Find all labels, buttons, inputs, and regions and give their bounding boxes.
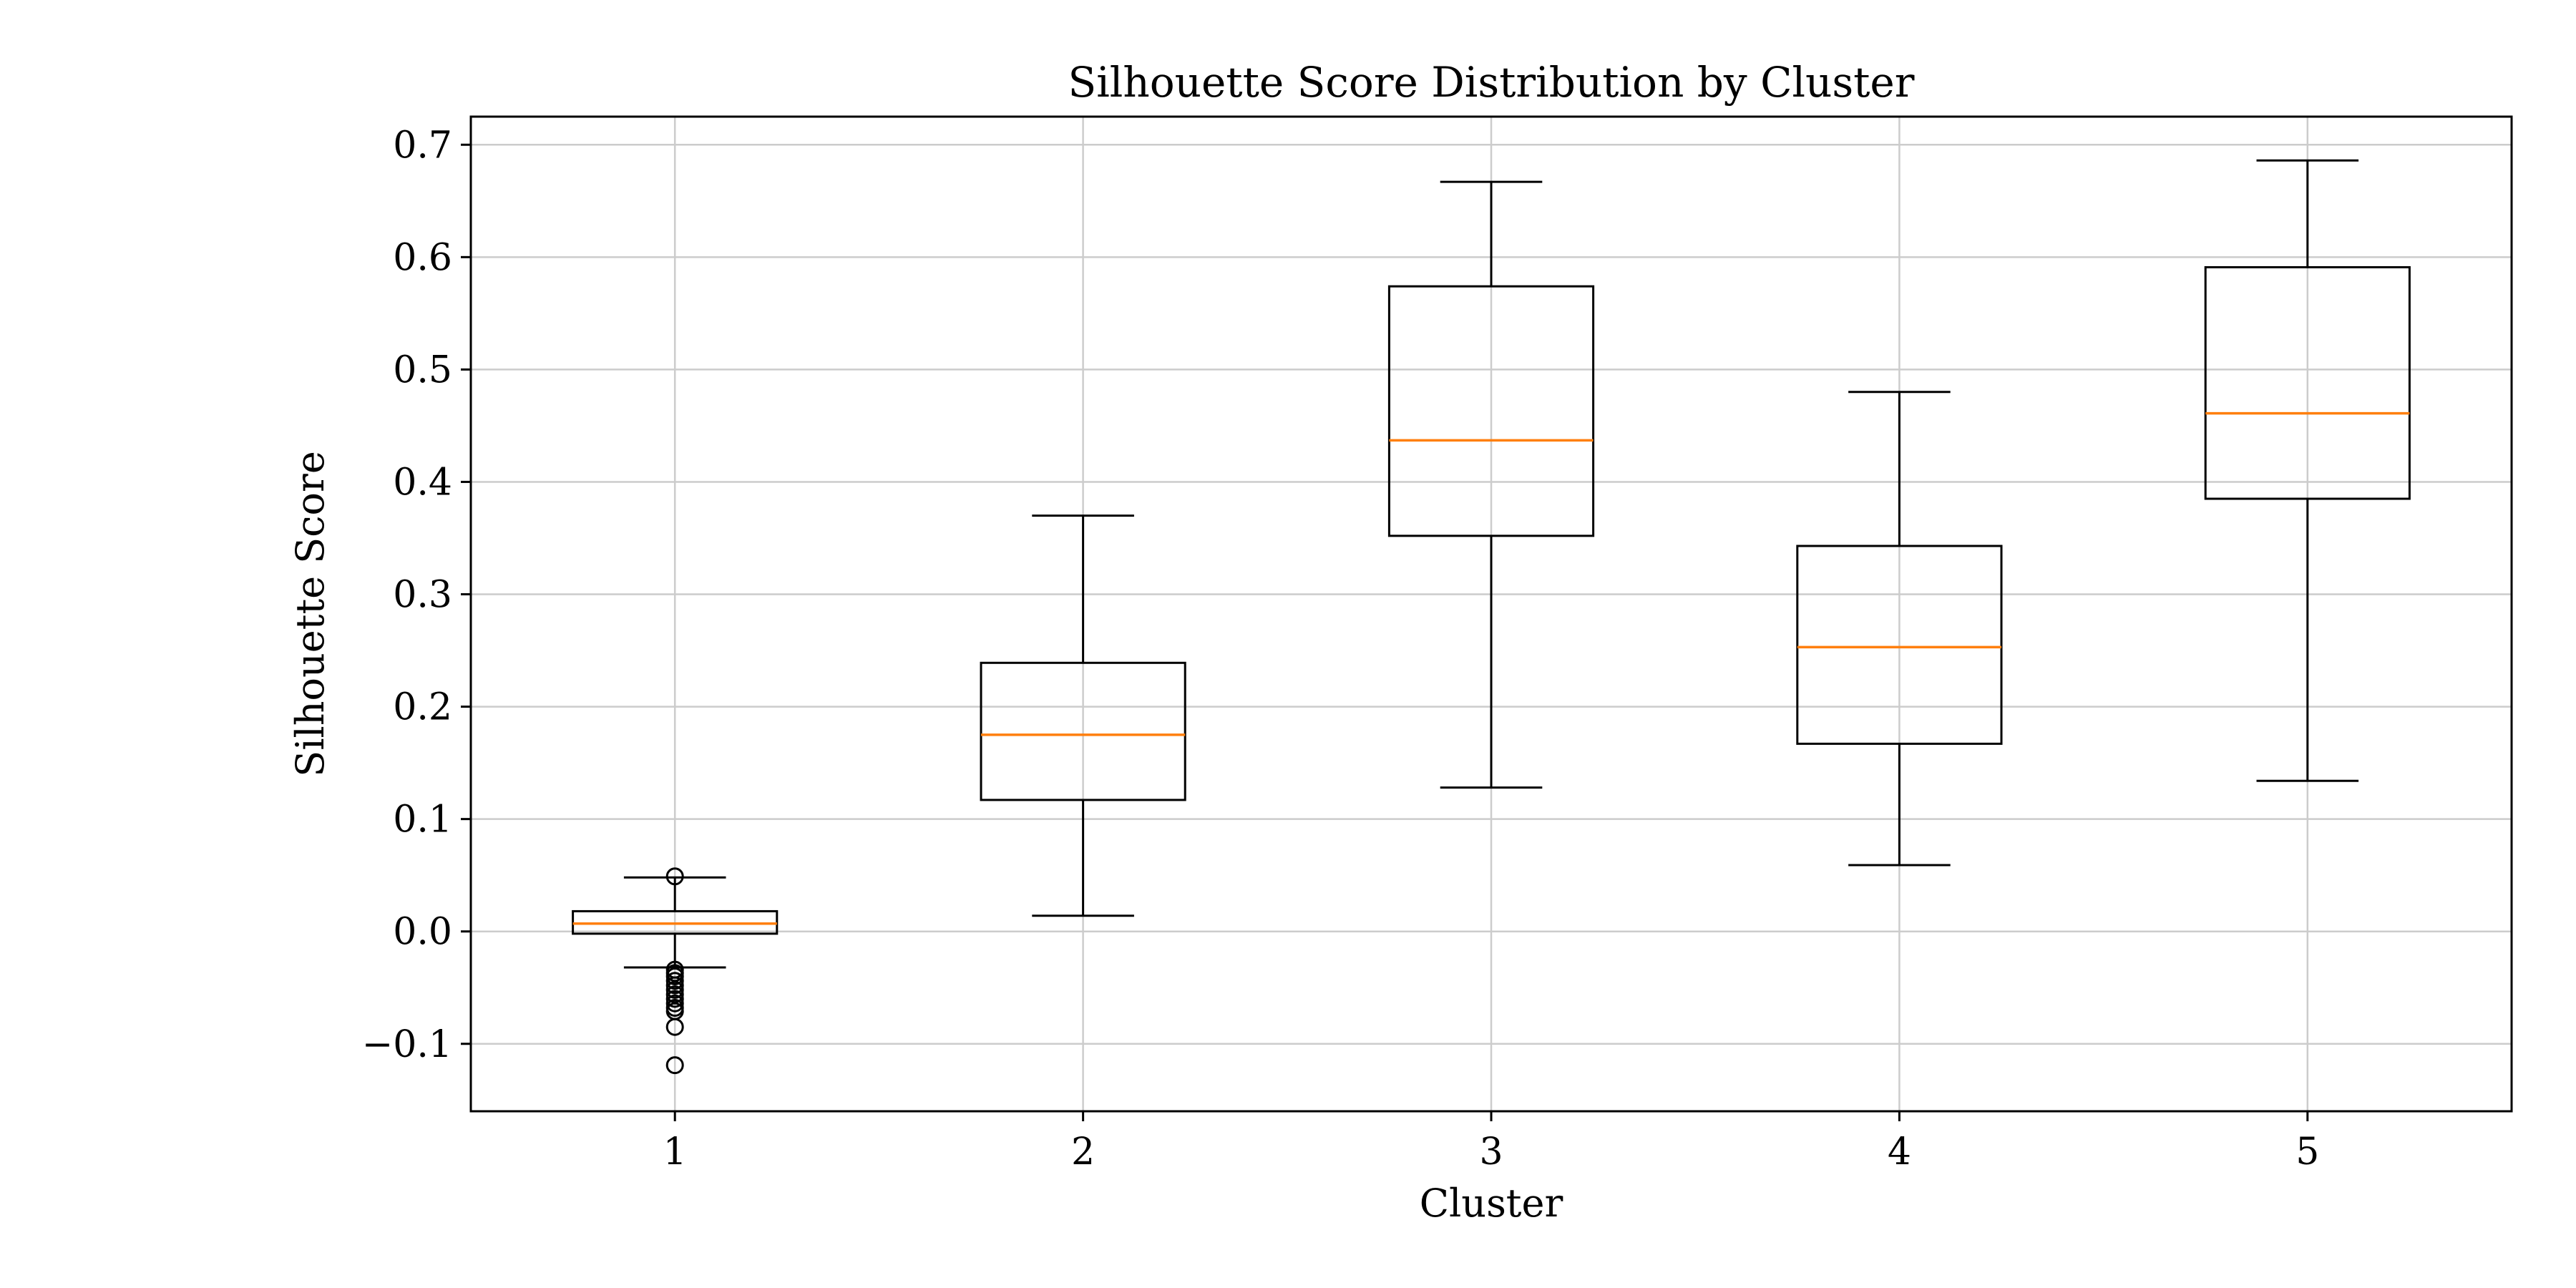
outlier-point (665, 1018, 684, 1036)
x-tick-label: 3 (1479, 1131, 1503, 1174)
y-tick-label: 0.5 (393, 348, 452, 391)
outlier-point (665, 994, 684, 1013)
y-axis-label: Silhouette Score (288, 451, 333, 777)
y-axis: −0.1 0.0 0.1 0.2 0.3 0.4 0.5 0.6 0.7 (362, 124, 471, 1066)
outlier-point (665, 1056, 684, 1075)
box-cluster-4 (1796, 391, 2003, 867)
box-iqr (2204, 265, 2411, 500)
box-iqr (1387, 285, 1595, 537)
y-tick-label: 0.4 (393, 461, 452, 504)
x-tick-label: 2 (1071, 1131, 1095, 1174)
outlier-point (665, 972, 684, 990)
y-tick-label: −0.1 (362, 1023, 452, 1066)
outlier-point (665, 980, 684, 999)
box-cluster-1 (572, 867, 779, 1075)
y-tick-label: 0.6 (393, 236, 452, 279)
outlier-point (665, 976, 684, 995)
x-tick-label: 1 (663, 1131, 687, 1174)
box-cluster-5 (2204, 159, 2411, 782)
x-tick-label: 4 (1888, 1131, 1911, 1174)
y-tick-label: 0.7 (393, 124, 452, 167)
y-tick-label: 0.2 (393, 686, 452, 729)
y-tick-label: 0.1 (393, 799, 452, 841)
box-iqr (980, 661, 1186, 801)
x-axis-label: Cluster (1420, 1181, 1563, 1226)
y-tick-label: 0.3 (393, 574, 452, 617)
box-plots (572, 159, 2411, 1075)
box-cluster-3 (1387, 180, 1595, 789)
outlier-point (665, 867, 684, 886)
box-iqr (1796, 545, 2003, 745)
x-tick-label: 5 (2296, 1131, 2319, 1174)
y-tick-label: 0.0 (393, 911, 452, 954)
x-axis: 1 2 3 4 5 (663, 1111, 2319, 1174)
outlier-point (665, 990, 684, 1008)
box-cluster-2 (980, 514, 1186, 917)
outlier-point (665, 967, 684, 986)
chart-title: Silhouette Score Distribution by Cluster (1068, 58, 1915, 107)
outlier-point (665, 985, 684, 1004)
